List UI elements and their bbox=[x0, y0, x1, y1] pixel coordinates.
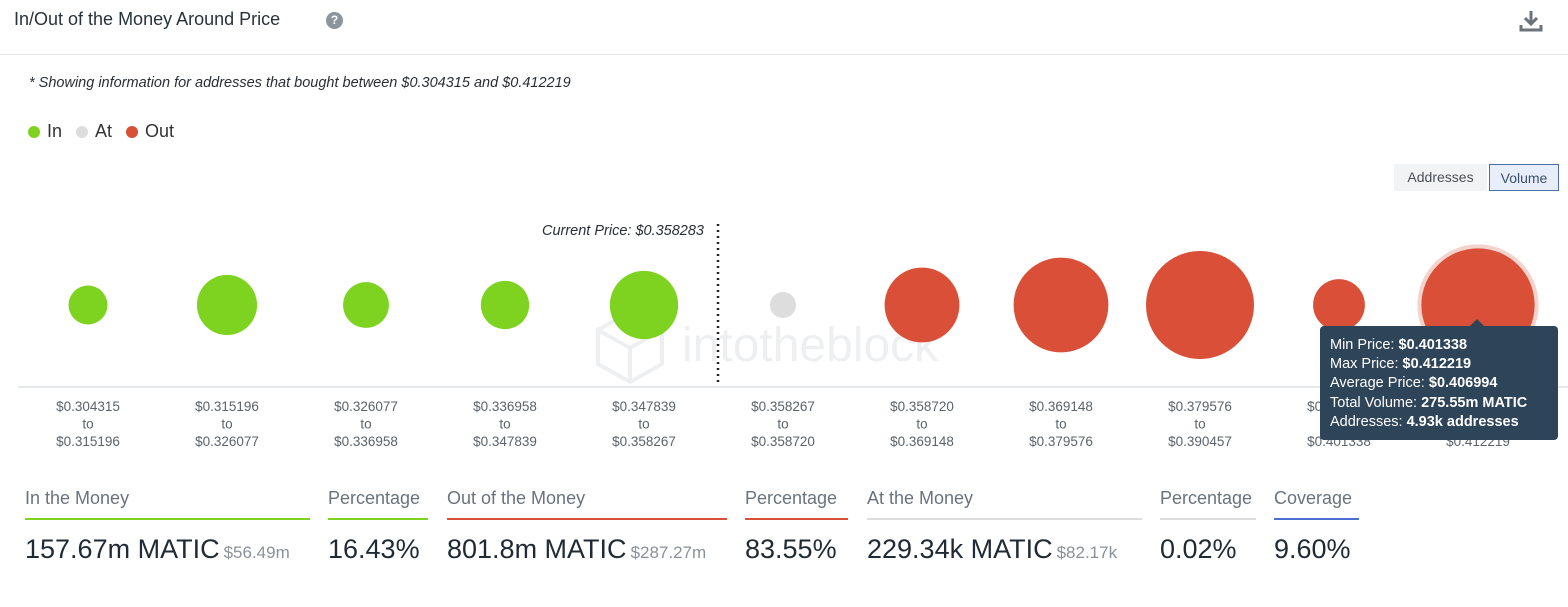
x-tick-label-from: $0.347839 bbox=[612, 399, 676, 414]
tooltip-avg-value: $0.406994 bbox=[1428, 375, 1498, 392]
bubble-tooltip: Min Price: $0.401338 Max Price: $0.41221… bbox=[1320, 319, 1558, 440]
stat-coverage-label: Coverage bbox=[1274, 488, 1359, 520]
bubble-at[interactable] bbox=[770, 292, 796, 318]
help-icon[interactable]: ? bbox=[326, 12, 343, 29]
legend-item-in[interactable]: In bbox=[28, 121, 62, 142]
x-tick-label-to-value: $0.315196 bbox=[56, 434, 120, 449]
legend-dot-at bbox=[76, 125, 89, 138]
x-tick-label-to: to bbox=[777, 417, 788, 432]
tooltip-addresses-value: 4.93k addresses bbox=[1406, 413, 1519, 430]
stat-at-the-money: At the Money 229.34k MATIC $82.17k bbox=[867, 488, 1142, 565]
bubble-in[interactable] bbox=[609, 270, 679, 340]
volume-toggle-button[interactable]: Volume bbox=[1489, 164, 1559, 191]
header: In/Out of the Money Around Price ? bbox=[0, 0, 1568, 55]
range-note: * Showing information for addresses that… bbox=[29, 75, 571, 91]
x-tick-label-from: $0.304315 bbox=[56, 399, 120, 414]
x-tick-label-to: to bbox=[638, 417, 649, 432]
legend-label-in: In bbox=[47, 121, 63, 141]
legend: In At Out bbox=[28, 121, 188, 142]
page-title: In/Out of the Money Around Price bbox=[14, 9, 281, 29]
bubble-out[interactable] bbox=[1146, 251, 1254, 359]
stat-at-the-money-label: At the Money bbox=[867, 488, 1142, 520]
iomap-chart: intotheblock Current Price: $0.358283 $0… bbox=[18, 223, 1568, 449]
x-axis-labels: $0.304315 to $0.315196 $0.315196 to $0.326077… bbox=[56, 399, 1510, 449]
x-tick-label-from: $0.326077 bbox=[334, 399, 398, 414]
tooltip-min-label: Min Price: bbox=[1330, 337, 1395, 353]
tooltip-volume-value: 275.55m MATIC bbox=[1421, 394, 1528, 411]
x-tick-label-to-value: $0.358267 bbox=[612, 434, 676, 449]
x-tick-label-to: to bbox=[82, 417, 93, 432]
x-tick-label-to-value: $0.326077 bbox=[195, 434, 259, 449]
x-tick-label-to-value: $0.390457 bbox=[1168, 434, 1232, 449]
x-tick-label-from: $0.379576 bbox=[1168, 399, 1232, 414]
tooltip-max-value: $0.412219 bbox=[1402, 356, 1472, 373]
legend-dot-out bbox=[126, 125, 139, 138]
bubble-out[interactable] bbox=[1313, 279, 1365, 331]
current-price-label: Current Price: $0.358283 bbox=[542, 223, 704, 239]
legend-item-at[interactable]: At bbox=[76, 121, 112, 142]
x-tick-label-to-value: $0.336958 bbox=[334, 434, 398, 449]
stat-in-the-money-usd: $56.49m bbox=[223, 543, 290, 562]
legend-dot-in bbox=[28, 125, 40, 138]
legend-label-out: Out bbox=[145, 121, 175, 141]
x-tick-label-to: to bbox=[916, 417, 927, 432]
stat-out-percentage-label: Percentage bbox=[745, 488, 848, 520]
stat-at-percentage-value: 0.02% bbox=[1160, 534, 1237, 564]
stat-out-of-the-money-usd: $287.27m bbox=[630, 543, 707, 562]
tooltip-min-value: $0.401338 bbox=[1398, 337, 1468, 353]
bubble-out[interactable] bbox=[1013, 257, 1109, 353]
summary-stats: In the Money 157.67m MATIC $56.49m Percen… bbox=[0, 488, 1568, 598]
x-tick-label-to-value: $0.358720 bbox=[751, 434, 815, 449]
x-tick-label-to: to bbox=[1194, 417, 1205, 432]
stat-at-percentage: Percentage 0.02% bbox=[1160, 488, 1256, 565]
x-tick-label-to: to bbox=[1055, 417, 1066, 432]
x-tick-label-from: $0.358720 bbox=[890, 399, 954, 414]
stat-out-of-the-money-value: 801.8m MATIC bbox=[447, 534, 627, 564]
stat-out-percentage: Percentage 83.55% bbox=[745, 488, 848, 565]
x-tick-label-from: $0.336958 bbox=[473, 399, 537, 414]
bubble-in[interactable] bbox=[480, 280, 530, 330]
bubble-in[interactable] bbox=[343, 282, 389, 328]
legend-item-out[interactable]: Out bbox=[126, 121, 174, 142]
bubble-out[interactable] bbox=[884, 267, 960, 343]
bubble-in[interactable] bbox=[196, 274, 258, 336]
x-tick-label-to-value: $0.347839 bbox=[473, 434, 537, 449]
stat-coverage: Coverage 9.60% bbox=[1274, 488, 1359, 565]
stat-in-percentage: Percentage 16.43% bbox=[328, 488, 428, 565]
tooltip-max-label: Max Price: bbox=[1330, 356, 1399, 373]
stat-in-percentage-value: 16.43% bbox=[328, 534, 420, 564]
addresses-toggle-button[interactable]: Addresses bbox=[1394, 164, 1487, 191]
x-tick-label-to-value: $0.369148 bbox=[890, 434, 954, 449]
download-icon[interactable] bbox=[1518, 8, 1544, 34]
x-tick-label-from: $0.358267 bbox=[751, 399, 815, 414]
tooltip-addresses-label: Addresses: bbox=[1330, 413, 1403, 430]
stat-in-the-money: In the Money 157.67m MATIC $56.49m bbox=[25, 488, 310, 565]
bubble-in[interactable] bbox=[68, 285, 108, 325]
x-tick-label-from: $0.315196 bbox=[195, 399, 259, 414]
tooltip-avg-label: Average Price: bbox=[1330, 375, 1425, 392]
x-tick-label-to: to bbox=[499, 417, 510, 432]
legend-label-at: At bbox=[95, 121, 113, 141]
x-tick-label-from: $0.369148 bbox=[1029, 399, 1093, 414]
stat-at-the-money-value: 229.34k MATIC bbox=[867, 534, 1053, 564]
stat-at-the-money-usd: $82.17k bbox=[1056, 543, 1118, 562]
tooltip-volume-label: Total Volume: bbox=[1330, 394, 1418, 411]
x-tick-label-to-value: $0.379576 bbox=[1029, 434, 1093, 449]
stat-out-of-the-money: Out of the Money 801.8m MATIC $287.27m bbox=[447, 488, 727, 565]
stat-out-of-the-money-label: Out of the Money bbox=[447, 488, 727, 520]
x-tick-label-to: to bbox=[360, 417, 371, 432]
stat-in-the-money-label: In the Money bbox=[25, 488, 310, 520]
stat-in-percentage-label: Percentage bbox=[328, 488, 428, 520]
stat-in-the-money-value: 157.67m MATIC bbox=[25, 534, 220, 564]
x-tick-label-to: to bbox=[221, 417, 232, 432]
stat-coverage-value: 9.60% bbox=[1274, 534, 1351, 564]
stat-out-percentage-value: 83.55% bbox=[745, 534, 837, 564]
stat-at-percentage-label: Percentage bbox=[1160, 488, 1256, 520]
